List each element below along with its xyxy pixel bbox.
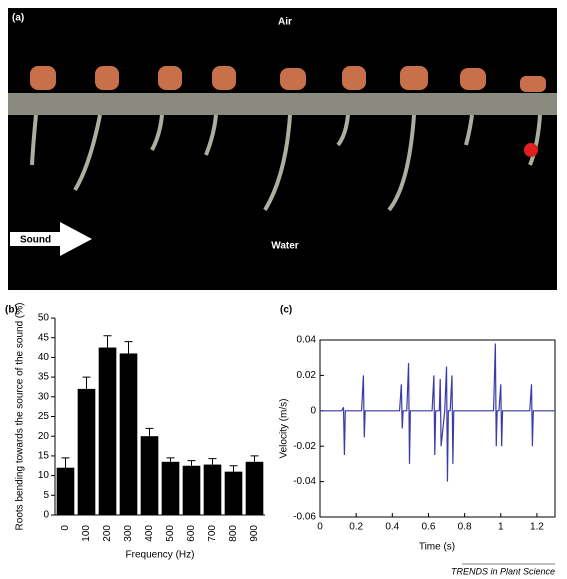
x-tick-label: 300: [123, 525, 134, 542]
y-tick-label: 15: [38, 451, 50, 462]
roots: [30, 114, 542, 212]
bar: [203, 464, 222, 515]
x-tick-label: 0.6: [422, 522, 436, 533]
x-tick-label: 200: [102, 525, 113, 542]
seeds: [30, 66, 546, 92]
y-tick-label: 35: [38, 372, 50, 383]
y-axis-label: Velocity (m/s): [279, 398, 290, 458]
plot-frame: [319, 339, 556, 518]
bar: [119, 353, 138, 515]
y-tick-label: 20: [38, 431, 50, 442]
photo: [8, 8, 557, 290]
y-axis-label: Roots bending towards the source of the …: [15, 303, 26, 531]
stick: [8, 93, 557, 115]
x-axis-label: Frequency (Hz): [126, 550, 195, 561]
bar: [98, 347, 117, 515]
y-tick-label: -0.04: [293, 476, 316, 487]
y-tick-label: 5: [43, 490, 49, 501]
x-tick-label: 0.8: [458, 522, 472, 533]
x-tick-label: 100: [81, 525, 92, 542]
error-bar: [145, 427, 154, 437]
y-tick-label: 0: [310, 405, 316, 416]
x-tick-label: 900: [249, 525, 260, 542]
error-bar: [250, 455, 259, 462]
y-tick-label: 45: [38, 332, 50, 343]
error-bar: [229, 465, 238, 472]
bar: [182, 465, 201, 515]
y-tick-label: 0: [43, 510, 49, 521]
water-label: Water: [271, 241, 299, 252]
footer: TRENDS in Plant Science: [451, 566, 555, 576]
error-bar: [187, 460, 196, 466]
bar: [140, 436, 159, 515]
panel-label: (a): [12, 13, 24, 24]
error-bar: [61, 457, 70, 468]
y-tick-label: 0.02: [297, 370, 317, 381]
signal: [320, 343, 555, 482]
y-tick-label: 50: [38, 313, 50, 324]
x-tick-label: 700: [207, 525, 218, 542]
x-tick-label: 800: [228, 525, 239, 542]
panel-label: (c): [280, 305, 292, 316]
bar: [56, 467, 75, 515]
sound-label: Sound: [20, 235, 51, 246]
y-tick-label: 10: [38, 470, 50, 481]
x-tick-label: 500: [165, 525, 176, 542]
x-tick-label: 1: [498, 522, 504, 533]
air-label: Air: [278, 17, 292, 28]
x-tick-label: 0: [60, 525, 71, 531]
sound-target: [524, 143, 538, 157]
x-axis-label: Time (s): [419, 542, 455, 553]
sound-arrow: [10, 222, 92, 256]
y-tick-label: 0.04: [297, 335, 317, 346]
x-tick-label: 0: [317, 522, 323, 533]
error-bar: [208, 458, 217, 465]
error-bar: [103, 335, 112, 348]
x-tick-label: 1.2: [530, 522, 544, 533]
y-tick-label: -0.06: [293, 512, 316, 523]
error-bar: [166, 457, 175, 462]
bar: [245, 461, 264, 515]
error-bar: [124, 341, 133, 354]
panel-label: (b): [5, 305, 18, 316]
y-tick-label: 40: [38, 352, 50, 363]
x-tick-label: 0.2: [349, 522, 363, 533]
bar: [161, 461, 180, 515]
y-tick-label: 30: [38, 391, 50, 402]
bar: [77, 388, 96, 515]
x-tick-label: 0.4: [385, 522, 399, 533]
x-tick-label: 400: [144, 525, 155, 542]
x-tick-label: 600: [186, 525, 197, 542]
y-tick-label: 25: [38, 411, 50, 422]
bar: [224, 471, 243, 515]
error-bar: [82, 376, 91, 389]
y-tick-label: -0.02: [293, 441, 316, 452]
